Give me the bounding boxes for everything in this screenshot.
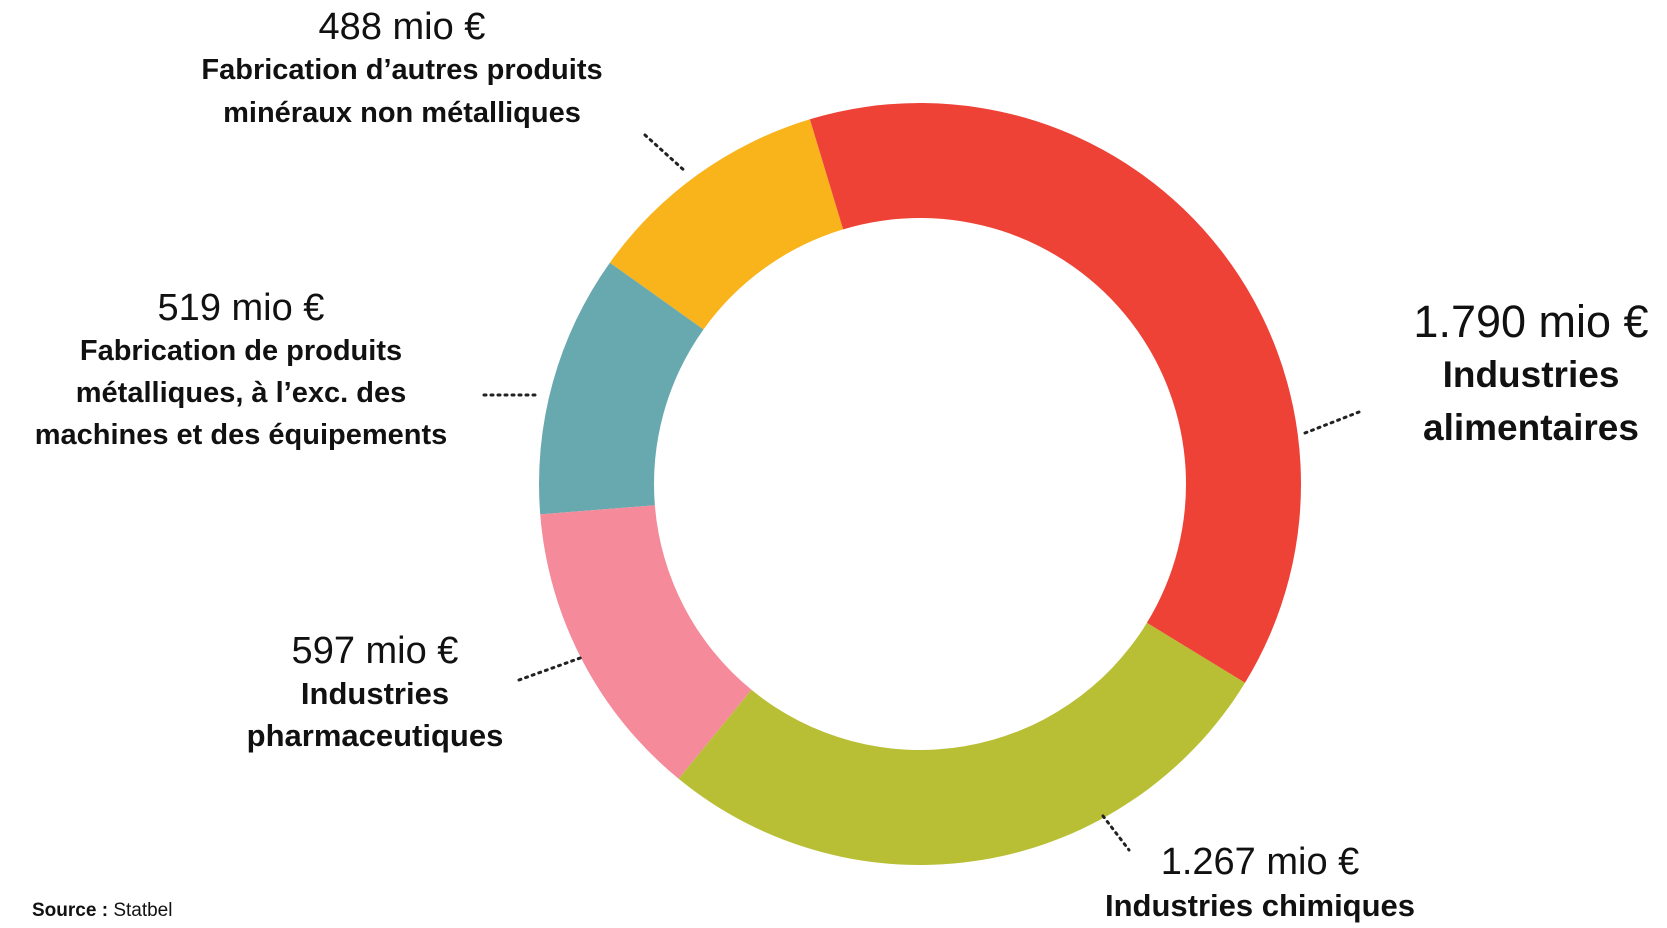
leader-line [643,133,688,174]
leader-line [1101,814,1131,852]
category-text: Industries alimentaires [1423,354,1639,448]
slice-label: 1.267 mio € Industries chimiques [1105,840,1415,928]
leader-line [517,655,585,682]
source: Source : Statbel [32,900,172,922]
donut-slice [540,505,752,779]
value-label: 1.790 mio € [1413,296,1649,347]
slice-label: 519 mio € Fabrication de produits métall… [35,286,448,456]
source-text: Statbel [113,900,173,921]
donut-slice [678,622,1246,866]
value-label: 1.267 mio € [1160,841,1360,883]
donut-slice [539,262,704,515]
category-label: Fabrication de produits métalliques, à l… [34,335,448,451]
category-label: Fabrication d’autres produits minéraux n… [201,54,603,129]
slice-label: 1.790 mio € Industries alimentaires [1413,296,1648,454]
category-label: Industries pharmaceutiques [246,676,504,753]
value-label: 488 mio € [318,6,486,48]
donut-slice [809,102,1302,683]
category-label: Industries chimiques [1104,888,1416,923]
value-label: 519 mio € [157,287,325,329]
leader-line [1303,410,1361,435]
slice-label: 597 mio € Industries pharmaceutiques [247,629,504,757]
category-label: Industries alimentaires [1413,348,1648,454]
donut-slice [609,119,844,330]
value-label: 597 mio € [291,630,459,672]
slice-label: 488 mio € Fabrication d’autres produits … [201,5,602,135]
source-label: Source : [32,900,109,921]
